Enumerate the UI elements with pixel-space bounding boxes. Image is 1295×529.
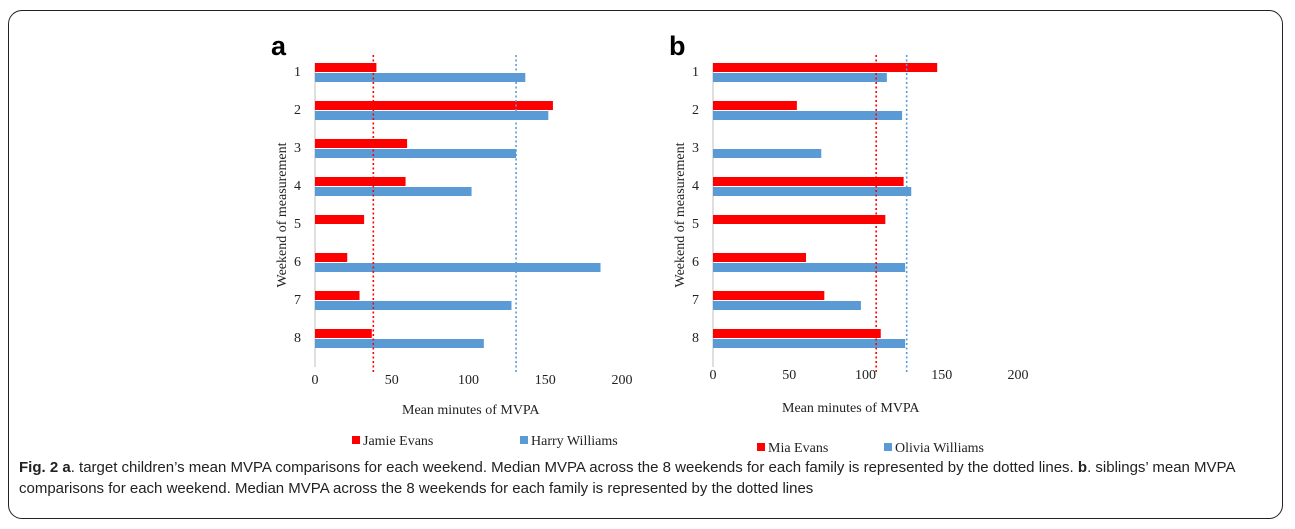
category-label-b-1: 1: [692, 65, 699, 80]
bar-b-w2-mia-evans: [713, 101, 797, 110]
bar-b-w8-mia-evans: [713, 329, 881, 338]
bar-a-w4-harry-williams: [315, 187, 472, 196]
bar-a-w7-harry-williams: [315, 301, 512, 310]
bar-a-w6-harry-williams: [315, 263, 601, 272]
bar-a-w8-jamie-evans: [315, 329, 372, 338]
y-axis-label-b: Weekend of measurement: [673, 142, 688, 287]
category-label-a-6: 6: [294, 255, 301, 270]
bar-b-w7-olivia-williams: [713, 301, 861, 310]
x-tick-label-b-100: 100: [855, 368, 876, 383]
legend-label-mia-evans: Mia Evans: [768, 441, 828, 456]
category-label-a-7: 7: [294, 293, 301, 308]
bar-b-w7-mia-evans: [713, 291, 825, 300]
bar-b-w5-mia-evans: [713, 215, 886, 224]
bar-b-w1-olivia-williams: [713, 73, 887, 82]
category-label-a-3: 3: [294, 141, 301, 156]
x-tick-label-b-150: 150: [931, 368, 952, 383]
category-label-a-2: 2: [294, 103, 301, 118]
caption-part-a-text: . target children’s mean MVPA comparison…: [70, 459, 1078, 476]
bar-a-w3-jamie-evans: [315, 139, 408, 148]
figure-caption: Fig. 2 a. target children’s mean MVPA co…: [19, 457, 1274, 499]
x-tick-label-a-150: 150: [535, 373, 556, 388]
caption-part-b-letter: b: [1077, 459, 1088, 476]
legend-swatch-harry-williams: [520, 436, 528, 444]
legend-label-olivia-williams: Olivia Williams: [895, 441, 984, 456]
legend-swatch-olivia-williams: [884, 443, 892, 451]
category-label-a-1: 1: [294, 65, 301, 80]
caption-part-b-text: . siblings’ mean MVPA comparisons for ea…: [19, 459, 1235, 497]
legend-label-jamie-evans: Jamie Evans: [363, 434, 433, 449]
bar-b-w4-mia-evans: [713, 177, 904, 186]
caption-part-a-letter: a: [62, 459, 71, 476]
category-label-b-7: 7: [692, 293, 699, 308]
bar-a-w1-harry-williams: [315, 73, 526, 82]
y-axis-label-a: Weekend of measurement: [275, 142, 290, 287]
bar-b-w4-olivia-williams: [713, 187, 912, 196]
legend-swatch-mia-evans: [757, 443, 765, 451]
bar-b-w2-olivia-williams: [713, 111, 903, 120]
category-label-b-2: 2: [692, 103, 699, 118]
x-axis-label-b: Mean minutes of MVPA: [782, 401, 920, 416]
category-label-a-8: 8: [294, 331, 301, 346]
x-tick-label-b-50: 50: [782, 368, 796, 383]
x-tick-label-a-0: 0: [312, 373, 319, 388]
bar-a-w7-jamie-evans: [315, 291, 360, 300]
chart-panel-b: b1 2 3 4 5 6 7 8 0 50 100 150 200 Mean minutes of MVP…: [669, 31, 1029, 456]
panel-label-a: a: [271, 31, 287, 61]
bar-a-w6-jamie-evans: [315, 253, 348, 262]
chart-panel-a: a1 2 3 4 5 6 7 8 0 50 100 150 200 Mean minutes of MVP…: [271, 31, 633, 449]
figure-frame: a 1 2 3 4 5 6 7 8 0 50 100 150 200 Mean minutes of MVP…: [8, 10, 1283, 519]
bar-b-w6-olivia-williams: [713, 263, 906, 272]
bar-a-w2-harry-williams: [315, 111, 549, 120]
x-tick-label-a-100: 100: [458, 373, 479, 388]
category-label-a-4: 4: [294, 179, 301, 194]
bar-b-w1-mia-evans: [713, 63, 938, 72]
bar-b-w8-olivia-williams: [713, 339, 906, 348]
x-tick-label-a-200: 200: [612, 373, 633, 388]
x-tick-label-a-50: 50: [385, 373, 399, 388]
category-label-a-5: 5: [294, 217, 301, 232]
panel-label-b: b: [669, 31, 686, 61]
x-tick-label-b-200: 200: [1008, 368, 1029, 383]
bar-b-w3-olivia-williams: [713, 149, 822, 158]
bar-a-w8-harry-williams: [315, 339, 484, 348]
bar-a-w1-jamie-evans: [315, 63, 377, 72]
x-axis-label-a: Mean minutes of MVPA: [402, 403, 540, 418]
legend-swatch-jamie-evans: [352, 436, 360, 444]
category-label-b-3: 3: [692, 141, 699, 156]
caption-fig-label: Fig. 2: [19, 459, 59, 476]
bar-a-w2-jamie-evans: [315, 101, 553, 110]
legend-label-harry-williams: Harry Williams: [531, 434, 618, 449]
category-label-b-6: 6: [692, 255, 699, 270]
category-label-b-8: 8: [692, 331, 699, 346]
x-tick-label-b-0: 0: [710, 368, 717, 383]
bar-a-w5-jamie-evans: [315, 215, 365, 224]
bar-a-w3-harry-williams: [315, 149, 517, 158]
bar-b-w6-mia-evans: [713, 253, 807, 262]
category-label-b-4: 4: [692, 179, 699, 194]
category-label-b-5: 5: [692, 217, 699, 232]
bar-a-w4-jamie-evans: [315, 177, 406, 186]
